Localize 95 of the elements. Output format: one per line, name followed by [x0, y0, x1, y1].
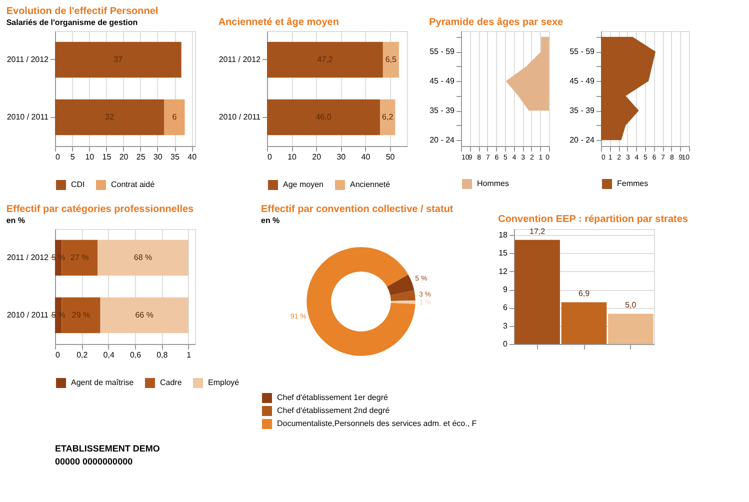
y-tick-label: 35 - 39: [570, 106, 596, 116]
bar: [100, 297, 188, 334]
text: ETABLISSEMENT DEMO: [55, 444, 160, 454]
y-tick-label: 20 - 24: [570, 136, 596, 145]
text: Hommes: [477, 179, 510, 188]
y-tick-label: 2011 / 2012: [6, 54, 50, 64]
x-tick-label: 30: [153, 152, 163, 162]
data-label: 29 %: [72, 310, 90, 320]
bar: [267, 42, 383, 78]
x-tick-label: 5: [70, 152, 76, 162]
data-label: 46,0: [316, 112, 332, 122]
data-label: 47,2: [317, 54, 334, 64]
x-tick-label: 40: [361, 152, 371, 162]
y-tick-label: 2010 / 2011: [218, 112, 262, 122]
x-tick-label: 10: [85, 152, 95, 162]
data-label: 6: [172, 112, 178, 122]
bar: [164, 99, 185, 136]
data-label: 5,0: [625, 300, 637, 310]
y-tick-label: 45 - 49: [430, 76, 456, 86]
chart-title: Pyramide des âges par sexe: [429, 17, 564, 28]
bar: [608, 314, 654, 344]
y-tick-label: 55 - 59: [430, 47, 456, 56]
y-tick-label: 6: [503, 303, 508, 312]
data-label: 66 %: [135, 310, 154, 320]
y-tick-label: 12: [498, 266, 508, 276]
y-tick-label: 20 - 24: [430, 136, 456, 145]
legend-label: Documentaliste,Personnels des services adm. et éco., F: [277, 419, 477, 428]
bar: [267, 99, 380, 136]
legend-label: Ancienneté: [350, 180, 391, 189]
y-tick-label: 2010 / 2011: [6, 310, 50, 320]
x-tick-label: 0,2: [76, 350, 88, 360]
data-label: 6,2: [382, 112, 394, 122]
chart-title: Evolution de l'effectif Personnel: [6, 6, 158, 17]
donut-slice: [390, 290, 416, 301]
x-tick-label: 25: [136, 152, 146, 162]
chart-subtitle: en %: [6, 216, 26, 225]
data-label: 27 %: [70, 252, 89, 262]
legend-label: Employé: [208, 378, 240, 387]
x-tick-label: 35: [170, 152, 180, 162]
legend-label: CDI: [71, 180, 85, 189]
x-tick-label: 0,6: [130, 350, 142, 360]
data-label: 68 %: [134, 252, 152, 262]
chart-subtitle: en %: [261, 216, 280, 225]
x-tick-label: 0: [268, 152, 272, 162]
bar: [382, 42, 399, 78]
x-tick-label: 50: [386, 152, 396, 162]
x-tick-label: 0: [56, 350, 60, 360]
y-tick-label: 45 - 49: [570, 76, 596, 86]
legend-label: Cadre: [160, 378, 182, 387]
x-tick-label: 30: [336, 152, 346, 162]
donut-slice: [386, 274, 414, 296]
bar: [55, 99, 164, 136]
donut-slice: [390, 300, 416, 304]
data-label: 6,5: [385, 54, 398, 64]
bar: [380, 99, 396, 136]
y-tick-label: 2011 / 2012: [218, 54, 262, 64]
data-label: 17,2: [530, 226, 546, 236]
y-tick-label: 3: [503, 321, 508, 330]
x-tick-label: 0,4: [103, 350, 115, 360]
chart-title: Effectif par catégories professionnelles: [6, 204, 194, 215]
data-label: 32: [105, 112, 115, 122]
donut-slice: [306, 247, 416, 356]
data-label: 37: [114, 54, 124, 64]
bar: [98, 240, 188, 276]
x-tick-label: 0,8: [156, 350, 168, 360]
y-tick-label: 18: [498, 230, 508, 240]
legend-label: Femmes: [617, 179, 648, 188]
legend-label: Chef d'établissement 2nd degré: [277, 406, 390, 415]
x-tick-label: 40: [188, 152, 198, 162]
legend-label: Agent de maîtrise: [71, 378, 134, 387]
y-tick-label: 9: [503, 285, 508, 294]
x-tick-label: 10: [288, 152, 298, 162]
y-tick-label: 35 - 39: [430, 106, 456, 116]
chart-title: Effectif par convention collective / statut: [261, 204, 454, 215]
chart-title: Convention EEP : répartition par strates: [498, 214, 688, 225]
bar: [561, 302, 607, 344]
x-tick-label: 0: [56, 152, 60, 162]
bar: [514, 240, 560, 344]
x-tick-label: 15: [102, 152, 112, 162]
bar: [55, 42, 182, 78]
chart-subtitle: Salariés de l'organisme de gestion: [6, 18, 138, 27]
legend-label: Chef d'établissement 1er degré: [277, 393, 388, 402]
legend-label: Contrat aidé: [111, 180, 156, 189]
x-tick-label: 20: [312, 152, 322, 162]
y-tick-label: 15: [498, 248, 508, 258]
y-tick-label: 2011 / 2012: [6, 252, 50, 262]
y-tick-label: 0: [503, 340, 508, 348]
data-label: 6,9: [578, 289, 590, 298]
y-tick-label: 2010 / 2011: [6, 112, 50, 122]
text: 00000 0000000000: [55, 456, 133, 466]
y-tick-label: 55 - 59: [570, 47, 596, 56]
x-tick-label: 1: [186, 350, 192, 360]
legend-label: Age moyen: [283, 180, 324, 189]
x-tick-label: 20: [119, 152, 129, 162]
chart-title: Ancienneté et âge moyen: [218, 17, 339, 28]
